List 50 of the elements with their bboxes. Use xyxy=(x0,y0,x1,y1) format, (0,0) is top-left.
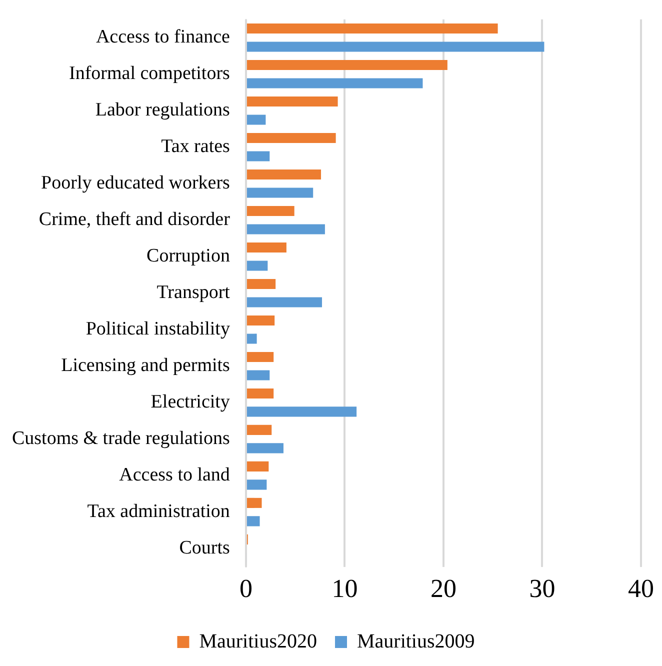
y-tick-label: Tax administration xyxy=(87,501,230,522)
bar xyxy=(246,315,275,326)
bar xyxy=(246,78,423,88)
bar xyxy=(246,60,448,70)
bar xyxy=(246,352,274,362)
bar xyxy=(246,132,336,144)
y-tick-label: Licensing and permits xyxy=(61,355,230,376)
bar xyxy=(246,516,260,526)
bar xyxy=(246,188,314,198)
bar xyxy=(246,297,322,308)
y-tick-label: Access to land xyxy=(119,464,230,486)
bar xyxy=(246,334,257,344)
bar xyxy=(246,242,286,252)
bar xyxy=(246,278,276,289)
bar xyxy=(246,388,274,398)
bar xyxy=(246,443,284,454)
bar xyxy=(246,114,266,125)
y-tick-label: Tax rates xyxy=(161,136,230,158)
y-tick-label: Labor regulations xyxy=(95,100,230,121)
bar xyxy=(246,498,262,508)
bar xyxy=(246,96,338,107)
x-tick-label: 0 xyxy=(239,574,252,604)
y-tick-label: Transport xyxy=(156,282,231,304)
bar xyxy=(246,42,544,52)
bar xyxy=(246,424,272,435)
bar xyxy=(246,206,294,216)
bar xyxy=(246,151,270,162)
y-tick-label: Corruption xyxy=(146,246,230,267)
y-tick-label: Informal competitors xyxy=(69,63,230,84)
x-tick-label: 30 xyxy=(529,574,556,604)
bar xyxy=(246,260,268,271)
bar xyxy=(246,370,270,380)
y-tick-label: Political instability xyxy=(86,318,230,340)
bar xyxy=(246,169,322,180)
x-tick-label: 10 xyxy=(332,574,358,604)
bar xyxy=(246,480,267,490)
bar xyxy=(246,406,357,417)
y-tick-label: Crime, theft and disorder xyxy=(38,209,231,230)
legend-label: Mauritius2009 xyxy=(357,630,475,652)
y-tick-label: Electricity xyxy=(150,392,230,413)
bar xyxy=(246,461,269,472)
x-tick-label: 20 xyxy=(430,574,456,604)
legend-label: Mauritius2020 xyxy=(199,630,318,652)
y-tick-label: Courts xyxy=(179,538,230,559)
x-tick-label: 40 xyxy=(628,574,654,604)
bar xyxy=(246,24,498,34)
y-tick-label: Poorly educated workers xyxy=(41,172,230,194)
y-tick-label: Access to finance xyxy=(96,26,230,48)
y-tick-label: Customs & trade regulations xyxy=(12,428,230,450)
bar xyxy=(246,224,325,234)
